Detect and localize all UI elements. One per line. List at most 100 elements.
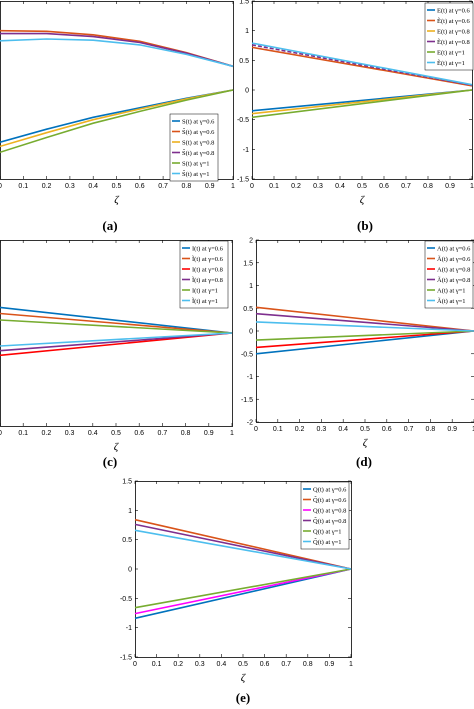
series-line-5	[134, 568, 352, 609]
series-line-3	[134, 568, 352, 615]
x-tick-label: 1	[230, 430, 234, 437]
y-tick-label: -2	[247, 420, 253, 427]
x-tick-label: 0.4	[335, 183, 345, 190]
plot-frame	[0, 1, 234, 180]
legend-entry: S̃(t) at γ=1	[182, 169, 209, 177]
x-tick-label: 0.5	[238, 661, 248, 668]
chart-panel-b: 0 0.1 0.2 0.3 0.4 0.5 0.6 0.7 0.8 0.9 1 -1.5 -1 -0.5 0…	[237, 0, 474, 233]
x-tick-label: 0.7	[404, 426, 414, 433]
y-tick-label: 1	[245, 28, 249, 35]
x-tick-label: 0.6	[134, 430, 144, 437]
y-tick-label: 0.5	[122, 537, 132, 544]
series-line-5	[0, 89, 234, 154]
plot-frame	[135, 481, 352, 658]
x-tick-label: 0.4	[88, 183, 98, 190]
y-tick-label: 1	[249, 283, 253, 290]
series-line-1	[255, 330, 474, 355]
legend-entry: S(t) at γ=0.8	[182, 139, 214, 146]
y-tick-label: 2	[249, 238, 253, 245]
legend-entry: Ĩ(t) at γ=0.6	[192, 255, 224, 263]
legend-entry: Ã(t) at γ=0.8	[437, 276, 470, 284]
x-tick-label: 0.6	[135, 183, 145, 190]
x-tick-label: 0.2	[291, 183, 301, 190]
plot-frame	[0, 240, 233, 427]
x-tick-label: 0.2	[42, 183, 52, 190]
y-tick-label: 1	[128, 508, 132, 515]
y-tick-label: -1	[126, 625, 132, 632]
y-tick-label: 0	[245, 88, 249, 95]
legend-entry: Ã(t) at γ=1	[437, 297, 466, 305]
legend-entry: Ẽ(t) at γ=1	[437, 59, 465, 67]
x-axis-label: ζ	[114, 194, 120, 206]
series-line-6	[251, 42, 473, 86]
y-tick-label: -1.5	[241, 397, 253, 404]
y-tick-label: 1.5	[239, 0, 249, 6]
panel-label: (b)	[357, 218, 373, 233]
chart-panel-c: 0 0.1 0.2 0.3 0.4 0.5 0.6 0.7 0.8 0.9 1 I(t) at γ=0…	[0, 240, 234, 469]
legend-entry: S̃(t) at γ=0.6	[182, 127, 215, 135]
series-line-4	[0, 32, 234, 68]
legend: A(t) at γ=0.6 Ã(t) at γ=0.6 A(t) at γ=0.8 Ã…	[424, 240, 474, 309]
x-tick-label: 0.1	[273, 426, 283, 433]
legend-entry: A(t) at γ=0.6	[437, 245, 471, 252]
x-tick-label: 0.8	[426, 426, 436, 433]
x-tick-label: 0.8	[181, 430, 191, 437]
x-tick-label: 0.5	[357, 183, 367, 190]
series-line-4	[134, 523, 352, 570]
series-line-6	[255, 321, 474, 332]
x-tick-label: 0.4	[217, 661, 227, 668]
x-tick-label: 0.7	[158, 183, 168, 190]
series-line-6	[0, 38, 234, 68]
x-tick-label: 0.6	[379, 183, 389, 190]
series-line-3	[255, 330, 474, 349]
x-tick-label: 0.4	[88, 430, 98, 437]
legend-entry: S(t) at γ=1	[182, 160, 209, 167]
series-line-5	[251, 89, 473, 119]
y-tick-label: 0.5	[239, 58, 249, 65]
legend-entry: Ẽ(t) at γ=0.8	[437, 38, 470, 46]
legend-entry: Ĩ(t) at γ=1	[192, 297, 218, 305]
y-tick-label: -1	[247, 374, 253, 381]
x-tick-label: 0.1	[152, 661, 162, 668]
x-tick-label: 0.9	[445, 183, 455, 190]
x-tick-label: 0.2	[42, 430, 52, 437]
series-line-6	[0, 332, 233, 347]
legend-box	[424, 240, 474, 309]
x-tick-label: 0.5	[111, 430, 121, 437]
x-tick-label: 0.7	[281, 661, 291, 668]
x-tick-label: 0.1	[18, 183, 28, 190]
legend-entry: Q̃(t) at γ=1	[313, 537, 342, 545]
x-axis-label: ζ	[363, 437, 369, 449]
legend-box	[169, 113, 219, 182]
x-tick-label: 1	[231, 183, 235, 190]
y-tick-label: 0.5	[243, 306, 253, 313]
x-axis-label: ζ	[114, 441, 120, 453]
panel-label: (c)	[103, 454, 117, 469]
y-tick-label: 1.5	[122, 479, 132, 486]
legend-entry: I(t) at γ=1	[192, 287, 218, 294]
x-tick-label: 0.5	[112, 183, 122, 190]
x-axis-label: ζ	[241, 672, 247, 684]
x-tick-label: 0.8	[182, 183, 192, 190]
legend-entry: Q(t) at γ=1	[313, 528, 342, 535]
legend-entry: Ĩ(t) at γ=0.8	[192, 276, 223, 284]
legend-box	[179, 240, 229, 309]
x-tick-label: 0.9	[447, 426, 457, 433]
legend-entry: A(t) at γ=1	[437, 287, 466, 294]
y-tick-label: -0.5	[241, 351, 253, 358]
panel-label: (d)	[356, 454, 372, 469]
x-tick-label: 0.3	[195, 661, 205, 668]
y-tick-label: -0.5	[237, 117, 249, 124]
x-tick-label: 0.3	[317, 426, 327, 433]
legend: E(t) at γ=0.6 Ẽ(t) at γ=0.6 E(t) at γ=0.8 Ẽ…	[424, 2, 474, 71]
series-line-6	[134, 529, 352, 570]
legend-entry: Q(t) at γ=0.8	[313, 507, 346, 514]
x-tick-label: 0.3	[65, 430, 75, 437]
series-line-2	[0, 312, 233, 334]
panel-label: (a)	[102, 218, 117, 233]
x-tick-label: 0	[133, 661, 137, 668]
series-line-2	[0, 29, 234, 68]
plot-frame	[256, 240, 474, 423]
x-tick-label: 0.7	[158, 430, 168, 437]
x-tick-label: 0.5	[360, 426, 370, 433]
